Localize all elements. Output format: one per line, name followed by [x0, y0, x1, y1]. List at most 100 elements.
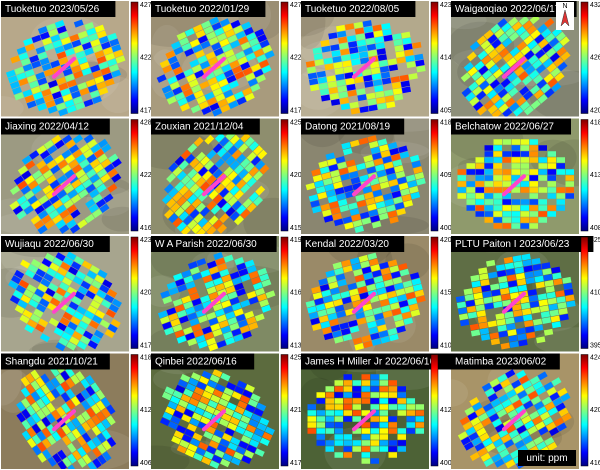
- pixel: [207, 77, 218, 86]
- pixel: [508, 31, 520, 42]
- pixel: [464, 406, 475, 416]
- pixel: [20, 259, 31, 269]
- pixel: [98, 35, 109, 44]
- pixel: [60, 392, 71, 403]
- pixel: [212, 219, 223, 230]
- pixel: [376, 48, 387, 56]
- pixel: [349, 171, 359, 179]
- pixel: [538, 169, 547, 175]
- pixel: [12, 289, 23, 300]
- pixel: [183, 88, 194, 98]
- pixel: [389, 147, 400, 156]
- pixel: [346, 35, 357, 43]
- pixel: [491, 38, 502, 49]
- colorbar-tick-label: 415: [290, 225, 302, 232]
- pixel: [522, 20, 533, 31]
- pixel: [513, 261, 523, 268]
- pixel: [32, 273, 43, 283]
- pixel: [10, 81, 20, 90]
- pixel: [35, 387, 46, 398]
- pixel: [506, 57, 517, 67]
- pixel: [513, 106, 524, 117]
- pixel: [480, 452, 491, 462]
- pixel: [495, 313, 505, 320]
- pixel: [79, 159, 90, 169]
- pixel: [232, 411, 243, 420]
- pixel: [88, 285, 99, 295]
- pixel: [352, 386, 361, 392]
- pixel: [484, 211, 493, 217]
- colorbar: [430, 1, 439, 114]
- pixel: [352, 446, 361, 452]
- pixel: [256, 402, 267, 412]
- pixel: [42, 293, 53, 303]
- pixel: [253, 170, 264, 181]
- pixel: [107, 183, 118, 193]
- pixel: [49, 262, 60, 272]
- pixel: [230, 457, 241, 466]
- pixel: [194, 69, 205, 79]
- pixel: [111, 44, 122, 53]
- pixel: [192, 272, 202, 281]
- pixel: [238, 268, 249, 277]
- pixel: [192, 24, 203, 33]
- pixel: [565, 175, 574, 181]
- pixel: [46, 434, 57, 446]
- pixel: [243, 27, 254, 36]
- pixel: [561, 412, 572, 422]
- pixel: [563, 282, 573, 290]
- pixel: [336, 193, 346, 201]
- pixel: [82, 42, 92, 51]
- pixel: [61, 424, 71, 435]
- colorbar-tick-label: 420: [140, 290, 152, 297]
- pixel: [355, 311, 365, 320]
- image-content: [305, 236, 429, 352]
- pixel: [341, 296, 352, 305]
- pixel: [514, 384, 525, 394]
- pixel: [253, 68, 264, 78]
- pixel: [409, 154, 420, 163]
- pixel: [333, 181, 343, 190]
- pixel: [197, 166, 208, 177]
- pixel: [24, 190, 35, 200]
- pixel: [27, 264, 38, 274]
- image-content: [451, 362, 575, 469]
- pixel: [240, 132, 251, 143]
- pixel: [64, 99, 75, 108]
- pixel: [359, 292, 369, 300]
- pixel: [536, 79, 547, 89]
- pixel: [92, 208, 103, 219]
- pixel: [522, 259, 532, 267]
- pixel: [58, 337, 69, 347]
- pixel: [160, 316, 170, 325]
- pixel: [213, 251, 224, 261]
- pixel: [519, 296, 530, 304]
- pixel: [107, 32, 118, 41]
- pixel: [73, 96, 83, 105]
- pixel: [311, 168, 321, 177]
- pixel: [330, 44, 340, 52]
- pixel: [70, 374, 80, 385]
- title-box: [451, 118, 571, 135]
- pixel: [504, 439, 515, 449]
- pixel: [244, 449, 255, 459]
- pixel: [172, 324, 183, 333]
- pixel: [547, 442, 558, 452]
- pixel: [180, 82, 191, 92]
- pixel: [219, 18, 230, 27]
- pixel: [101, 407, 111, 419]
- pixel: [363, 272, 373, 280]
- pixel: [102, 451, 112, 462]
- pixel: [354, 343, 364, 351]
- pixel: [254, 428, 265, 437]
- pixel: [400, 305, 410, 314]
- pixel: [180, 200, 191, 211]
- pixel: [59, 316, 70, 327]
- pixel: [100, 397, 111, 408]
- pixel: [47, 456, 57, 467]
- pixel: [333, 218, 344, 227]
- pixel: [501, 434, 512, 444]
- pixel: [49, 194, 60, 205]
- pixel: [559, 313, 569, 321]
- pixel: [65, 306, 76, 316]
